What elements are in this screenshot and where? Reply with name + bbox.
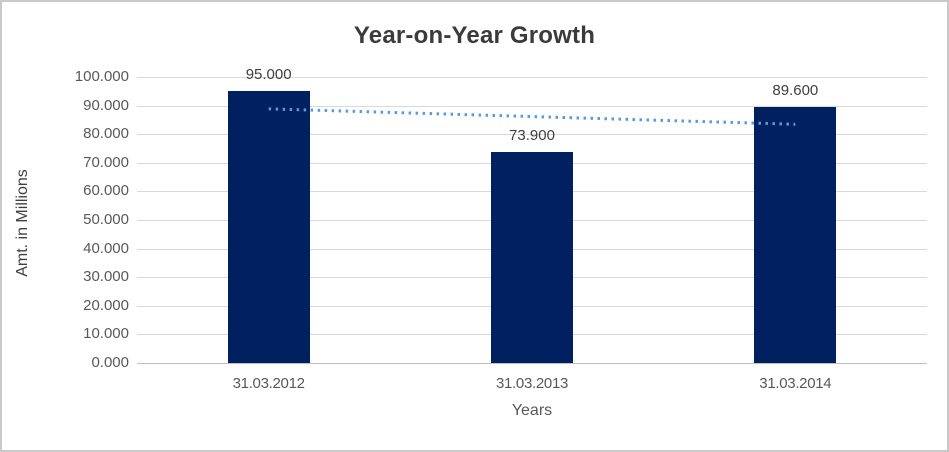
- y-tick-label: 60.000: [83, 182, 129, 200]
- bar-data-label: 89.600: [772, 81, 819, 99]
- bar: [227, 91, 310, 363]
- y-tick-label: 50.000: [83, 211, 129, 228]
- x-category-label: 31.03.2014: [759, 375, 832, 392]
- bar: [491, 151, 573, 363]
- gridline: [137, 105, 927, 107]
- trendline: [268, 107, 796, 126]
- y-tick-label: 80.000: [83, 125, 129, 143]
- y-tick-label: 70.000: [83, 153, 129, 171]
- y-tick-label: 0.000: [91, 354, 129, 371]
- gridline: [137, 134, 927, 136]
- bar: [754, 106, 837, 363]
- bar-data-label: 73.900: [509, 126, 555, 144]
- y-tick-label: 100.000: [74, 68, 129, 85]
- gridline: [137, 363, 927, 364]
- x-category-label: 31.03.2012: [232, 375, 305, 392]
- y-tick-label: 20.000: [83, 296, 129, 314]
- y-tick-label: 10.000: [83, 325, 129, 343]
- bar-data-label: 95.000: [245, 66, 292, 84]
- y-tick-label: 40.000: [83, 239, 129, 257]
- y-tick-label: 90.000: [83, 96, 129, 114]
- gridline: [137, 77, 927, 78]
- y-tick-label: 30.000: [83, 268, 129, 286]
- chart-title: Year-on-Year Growth: [353, 22, 596, 49]
- x-category-label: 31.03.2013: [495, 375, 569, 392]
- x-axis-title: Years: [511, 402, 553, 419]
